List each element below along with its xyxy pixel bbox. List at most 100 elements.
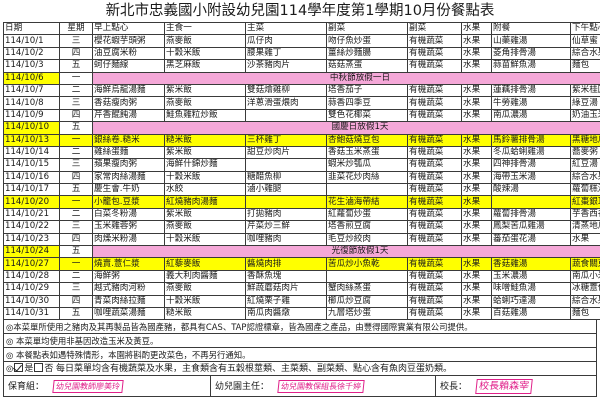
cell-side-dish-2: 有機蔬菜 — [407, 145, 462, 160]
cell-main-dish: 醬燒肉排 — [245, 257, 327, 271]
cell-afternoon-snack: 蕎麥粥 — [570, 145, 600, 160]
cell-fruit: 水果 — [461, 232, 492, 247]
cell-staple: 海鮮什錦炒麵 — [164, 158, 246, 172]
column-header: 附餐 — [491, 21, 571, 36]
column-header: 早上點心 — [92, 21, 165, 36]
cell-week: 五 — [59, 306, 93, 321]
cell-morning-snack: 櫻花蝦芋頭粥 — [92, 34, 165, 48]
cell-staple: 紅藜麥飯 — [164, 257, 246, 271]
cell-fruit: 水果 — [461, 183, 492, 197]
cell-morning-snack: 雞絲蛋麵 — [92, 145, 165, 160]
cell-soup: 香菇雞湯 — [491, 257, 571, 271]
cell-date: 114/10/3 — [3, 59, 60, 73]
declaration-prefix: ◎ — [6, 363, 14, 374]
cell-main-dish: 沙茶豬肉片 — [245, 59, 327, 73]
cell-week: 四 — [59, 294, 93, 309]
cell-week: 五 — [59, 245, 93, 259]
cell-afternoon-snack: 綜合水果 — [570, 46, 600, 61]
menu-row-highlight: 114/10/27 一燒賣.薏仁漿 紅藜麥飯 醬燒肉排 苦瓜炒小魚乾 有機蔬菜 水果 香菇雞湯… — [3, 257, 600, 271]
cell-main-dish: 雙菇燴雞柳 — [245, 83, 327, 98]
cell-side-dish-2: 有機蔬菜 — [407, 46, 462, 61]
cell-week: 四 — [59, 170, 93, 185]
cell-side-dish-2: 有機蔬菜 — [407, 170, 462, 185]
menu-row: 114/10/14 二雞絲蛋麵 紫米飯 甜豆炒肉片 香菇玉米蒸蛋 有機蔬菜 水果 冬瓜蛤蜊雞湯… — [3, 145, 600, 160]
cell-afternoon-snack: 黑糖地瓜湯 — [570, 133, 600, 147]
menu-row: 114/10/23 四肉燥米粉湯 十穀米飯 咖哩豬肉 毛豆炒絞肉 有機蔬菜 水果 蕃茄蛋花湯水… — [3, 232, 600, 247]
cell-fruit: 水果 — [461, 207, 492, 222]
cell-staple: 糙米飯 — [164, 133, 246, 147]
cell-date: 114/10/20 — [3, 195, 60, 209]
cell-fruit: 水果 — [461, 294, 492, 309]
cell-soup: 冬瓜蛤蜊雞湯 — [491, 145, 571, 160]
cell-main-dish: 糖醋魚柳 — [245, 170, 327, 185]
cell-fruit: 水果 — [461, 257, 492, 271]
cell-main-dish: 滷小雞腿 — [245, 183, 327, 197]
cell-date: 114/10/22 — [3, 220, 60, 234]
cell-morning-snack: 蘋果瘦肉粥 — [92, 158, 165, 172]
cell-week: 三 — [59, 34, 93, 48]
holiday-row: 114/10/24 五光復節放假1天 — [3, 245, 600, 259]
nursery-signature: 幼兒園教師廖美玲 — [52, 380, 124, 394]
declaration-no-checkbox[interactable] — [34, 363, 44, 373]
cell-side-dish-1: 蒜香四季豆 — [326, 96, 408, 110]
cell-date: 114/10/2 — [3, 46, 60, 61]
column-header: 日期 — [3, 21, 60, 36]
cell-afternoon-snack: 芋香西谷米 — [570, 207, 600, 222]
cell-side-dish-1: 香菇玉米蒸蛋 — [326, 145, 408, 160]
principal-signature-cell: 校長： 校長賴森宰 — [435, 376, 597, 398]
cell-side-dish-1: 韭菜花炒肉絲 — [326, 170, 408, 185]
declaration-text: 每日菜單均含有機蔬菜及水果，主食類含有五穀根莖類、主菜類、副菜類、點心含有魚肉豆… — [56, 364, 453, 375]
cell-side-dish-2: 有機蔬菜 — [407, 133, 462, 147]
menu-row: 114/10/7 二海鮮烏龍湯麵 紫米飯 雙菇燴雞柳 塔香茄子 有機蔬菜 水果 蓮藕排骨湯 紫米… — [3, 83, 600, 98]
cell-morning-snack: 油豆腐米粉 — [92, 46, 165, 61]
cell-staple: 紫米飯 — [164, 207, 246, 222]
cell-main-dish: 鮮蔬蘑菇肉片 — [245, 282, 327, 296]
note-text: ◎本菜單所使用之豬肉及其再製品皆為國產豬，都具有CAS、TAP認證標章，皆為國產… — [3, 320, 597, 335]
cell-side-dish-1: 櫛瓜炒豆腐 — [326, 294, 408, 309]
menu-row: 114/10/31 五咖哩蔬菜湯麵 糙米飯 南瓜肉醬燉 九層塔炒蛋 有機蔬菜 水果 百菇雞湯麵… — [3, 306, 600, 321]
cell-date: 114/10/21 — [3, 207, 60, 222]
cell-main-dish — [245, 195, 327, 209]
cell-staple: 燕麥飯 — [164, 96, 246, 110]
cell-week: 二 — [59, 83, 93, 98]
cell-side-dish-1: 花生滷海帶結 — [326, 195, 408, 209]
menu-row-highlight: 114/10/13 一銀絲卷.糙米 糙米飯 三杯雞丁 杏鮑菇燒豆包 有機蔬菜 水果 馬鈴薯排骨… — [3, 133, 600, 147]
cell-afternoon-snack: 蘿蔔糕湯 — [570, 183, 600, 197]
cell-week: 五 — [59, 121, 93, 135]
principal-label: 校長： — [440, 381, 468, 392]
cell-staple: 紫米飯 — [164, 83, 246, 98]
cell-date: 114/10/13 — [3, 133, 60, 147]
cell-date: 114/10/29 — [3, 282, 60, 296]
cell-soup: 蒜苗鮮魚湯 — [491, 59, 571, 73]
cell-afternoon-snack: 綠豆湯 — [570, 96, 600, 110]
director-signature-cell: 幼兒園主任： 幼兒園教保組長徐千婷 — [210, 376, 436, 398]
signature-table: 保育組： 幼兒園教師廖美玲 幼兒園主任： 幼兒園教保組長徐千婷 校長： 校長賴森… — [3, 376, 597, 398]
cell-date: 114/10/6 — [3, 71, 60, 85]
cell-staple: 十穀米飯 — [164, 294, 246, 309]
cell-week: 五 — [59, 183, 93, 197]
cell-main-dish: 南瓜肉醬燉 — [245, 306, 327, 321]
cell-soup: 蘿蔔排骨湯 — [491, 207, 571, 222]
cell-staple: 鮭魚雞粒炒飯 — [164, 108, 246, 123]
menu-row: 114/10/16 四家常肉絲湯麵 十穀米飯 糖醋魚柳 韭菜花炒肉絲 有機蔬菜 水果 海帶玉米… — [3, 170, 600, 185]
cell-side-dish-2: 有機蔬菜 — [407, 294, 462, 309]
cell-staple: 十穀米飯 — [164, 232, 246, 247]
cell-morning-snack: 海鮮烏龍湯麵 — [92, 83, 165, 98]
cell-side-dish-1 — [326, 269, 408, 284]
cell-main-dish — [245, 108, 327, 123]
declaration-yes-checkbox[interactable] — [14, 363, 24, 373]
cell-fruit: 水果 — [461, 158, 492, 172]
cell-fruit: 水果 — [461, 83, 492, 98]
cell-afternoon-snack: 麵包 — [570, 306, 600, 321]
cell-afternoon-snack: 綜合水果 — [570, 170, 600, 185]
cell-soup: 玉米濃湯 — [491, 269, 571, 284]
cell-week: 三 — [59, 220, 93, 234]
cell-afternoon-snack: 麵包 — [570, 59, 600, 73]
cell-side-dish-1 — [326, 183, 408, 197]
cell-week: 三 — [59, 96, 93, 110]
cell-staple: 十穀米飯 — [164, 46, 246, 61]
cell-staple: 紅燒豬肉湯麵 — [164, 195, 246, 209]
declaration-table: ◎ 是否 每日菜單均含有機蔬菜及水果，主食類含有五穀根莖類、主菜類、副菜類、點心含… — [3, 362, 597, 377]
cell-afternoon-snack: 南瓜小米粥 — [570, 269, 600, 284]
